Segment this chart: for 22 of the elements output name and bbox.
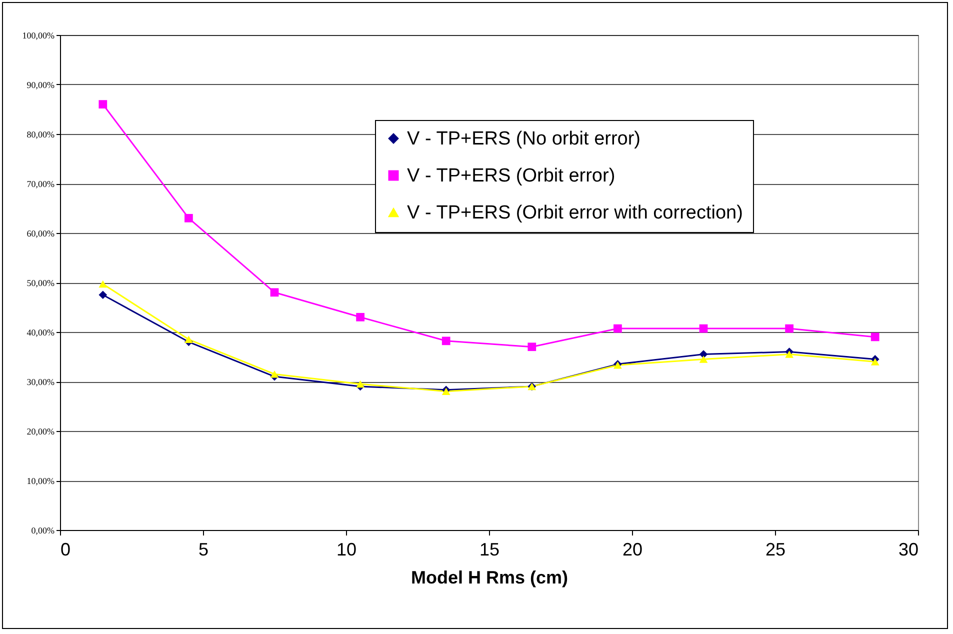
x-tick-label: 20: [622, 540, 643, 560]
x-tick-label: 15: [479, 540, 500, 560]
y-tick-label: 40,00%: [26, 328, 55, 338]
y-tick-label: 30,00%: [26, 377, 55, 387]
legend-label: V - TP+ERS (No orbit error): [407, 128, 641, 150]
x-tick-label: 5: [198, 540, 209, 560]
x-tick-label: 25: [765, 540, 786, 560]
y-tick-label: 20,00%: [26, 426, 55, 436]
y-tick-label: 80,00%: [26, 130, 55, 140]
x-axis-title: Model H Rms (cm): [410, 568, 568, 588]
y-tick-label: 50,00%: [26, 278, 55, 288]
y-tick-label: 70,00%: [26, 179, 55, 189]
x-tick-label: 0: [60, 540, 71, 560]
x-tick-label: 10: [336, 540, 357, 560]
y-tick-label: 90,00%: [26, 80, 55, 90]
y-tick-label: 10,00%: [26, 476, 55, 486]
y-tick-label: 100,00%: [22, 30, 55, 40]
legend-label: V - TP+ERS (Orbit error): [407, 166, 616, 186]
y-tick-label: 60,00%: [26, 228, 55, 238]
y-tick-label: 0,00%: [31, 526, 55, 536]
x-tick-label: 30: [898, 540, 918, 560]
legend-label: V - TP+ERS (Orbit error with correction): [407, 202, 743, 224]
